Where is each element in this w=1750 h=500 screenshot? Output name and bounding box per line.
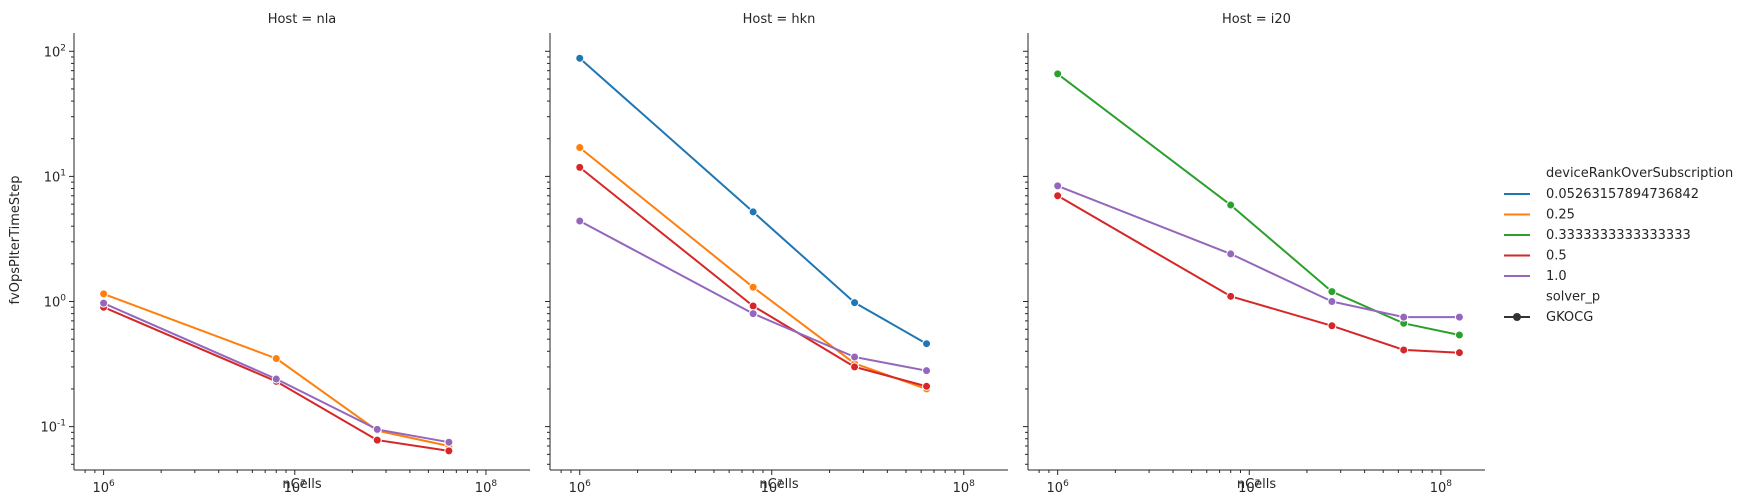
tick-label: 108 <box>1430 479 1453 496</box>
data-point <box>922 366 932 376</box>
tick-label: 100 <box>44 294 67 311</box>
tick-label: 107 <box>1238 479 1260 496</box>
legend-label: 1.0 <box>1546 269 1567 284</box>
data-point <box>444 446 454 456</box>
legend-item: 0.25 <box>1504 208 1575 223</box>
legend-style-item: GKOCG <box>1504 310 1593 325</box>
data-point <box>1226 200 1236 210</box>
data-point <box>1053 181 1063 191</box>
legend-style-title: solver_p <box>1546 290 1600 305</box>
data-point <box>372 435 382 445</box>
series-line <box>103 306 450 452</box>
series-0.25 <box>575 143 932 394</box>
legend-item: 0.3333333333333333 <box>1504 228 1691 243</box>
series-0.05263157894736842 <box>575 53 932 349</box>
series-1.0 <box>1053 181 1464 322</box>
legend-item: 1.0 <box>1504 269 1567 284</box>
tick-label: 107 <box>761 479 783 496</box>
panel-hkn: Host = hkn 106 107 108 nCells <box>545 12 1008 496</box>
data-point <box>1399 312 1409 322</box>
data-point <box>1454 312 1464 322</box>
y-axis-label: fvOpsPIterTimeStep <box>8 175 23 304</box>
data-point <box>1327 321 1337 331</box>
series-1.0 <box>575 216 932 376</box>
legend-item: 0.5 <box>1504 249 1567 264</box>
data-point <box>372 424 382 434</box>
x-axis-label: nCells <box>282 477 322 492</box>
series-line <box>1057 184 1460 319</box>
legend-label: 0.5 <box>1546 249 1567 264</box>
legend-marker <box>1513 313 1521 321</box>
series-line <box>579 57 927 345</box>
tick-label: 10-1 <box>40 419 66 436</box>
data-point <box>1053 69 1063 79</box>
legend-label: 0.05263157894736842 <box>1546 187 1699 202</box>
data-point <box>850 362 860 372</box>
data-point <box>850 352 860 362</box>
data-point <box>1226 249 1236 259</box>
series-0.25 <box>99 289 454 451</box>
data-point <box>1454 348 1464 358</box>
series-line <box>579 146 927 390</box>
tick-label: 107 <box>284 479 306 496</box>
x-axis-label: nCells <box>759 477 799 492</box>
series-line <box>1057 194 1460 354</box>
data-point <box>99 289 109 299</box>
data-point <box>575 53 585 63</box>
series-0.3333333333333333 <box>1053 69 1464 340</box>
panel-title: Host = nla <box>268 12 337 27</box>
series-line <box>579 220 927 372</box>
tick-label: 106 <box>569 479 592 496</box>
data-point <box>444 437 454 447</box>
data-point <box>271 374 281 384</box>
data-point <box>1327 287 1337 297</box>
panel-nla: Host = nla 106 107 108 10-1 100 101 102 nCells <box>40 12 530 496</box>
series-line <box>579 166 927 388</box>
panel-title: Host = hkn <box>743 12 816 27</box>
tick-label: 108 <box>953 479 976 496</box>
data-point <box>1327 297 1337 307</box>
data-point <box>575 162 585 172</box>
data-point <box>575 143 585 153</box>
series-line <box>103 302 450 444</box>
data-point <box>1454 330 1464 340</box>
series-1.0 <box>99 298 454 447</box>
panel-i20: Host = i20 106 107 108 nCells <box>1023 12 1485 496</box>
data-point <box>99 298 109 308</box>
data-point <box>850 298 860 308</box>
data-point <box>748 309 758 319</box>
series-0.5 <box>575 162 932 391</box>
data-point <box>748 301 758 311</box>
data-point <box>1399 345 1409 355</box>
data-point <box>575 216 585 226</box>
tick-label: 106 <box>1047 479 1070 496</box>
legend-label: 0.25 <box>1546 208 1575 223</box>
data-point <box>271 354 281 364</box>
tick-label: 102 <box>44 43 66 60</box>
tick-label: 108 <box>475 479 498 496</box>
legend-label: GKOCG <box>1546 310 1593 325</box>
legend-item: 0.05263157894736842 <box>1504 187 1699 202</box>
data-point <box>748 282 758 292</box>
legend-label: 0.3333333333333333 <box>1546 228 1691 243</box>
tick-label: 106 <box>92 479 115 496</box>
panel-title: Host = i20 <box>1222 12 1291 27</box>
data-point <box>748 207 758 217</box>
data-point <box>1226 291 1236 301</box>
tick-label: 101 <box>44 168 66 185</box>
series-0.5 <box>1053 191 1464 358</box>
data-point <box>922 381 932 391</box>
data-point <box>1053 191 1063 201</box>
series-line <box>1057 73 1460 336</box>
legend-title: deviceRankOverSubscription <box>1546 166 1733 181</box>
x-axis-label: nCells <box>1237 477 1277 492</box>
data-point <box>922 339 932 349</box>
series-line <box>103 292 450 447</box>
legend: deviceRankOverSubscription 0.052631578947… <box>1504 166 1733 325</box>
